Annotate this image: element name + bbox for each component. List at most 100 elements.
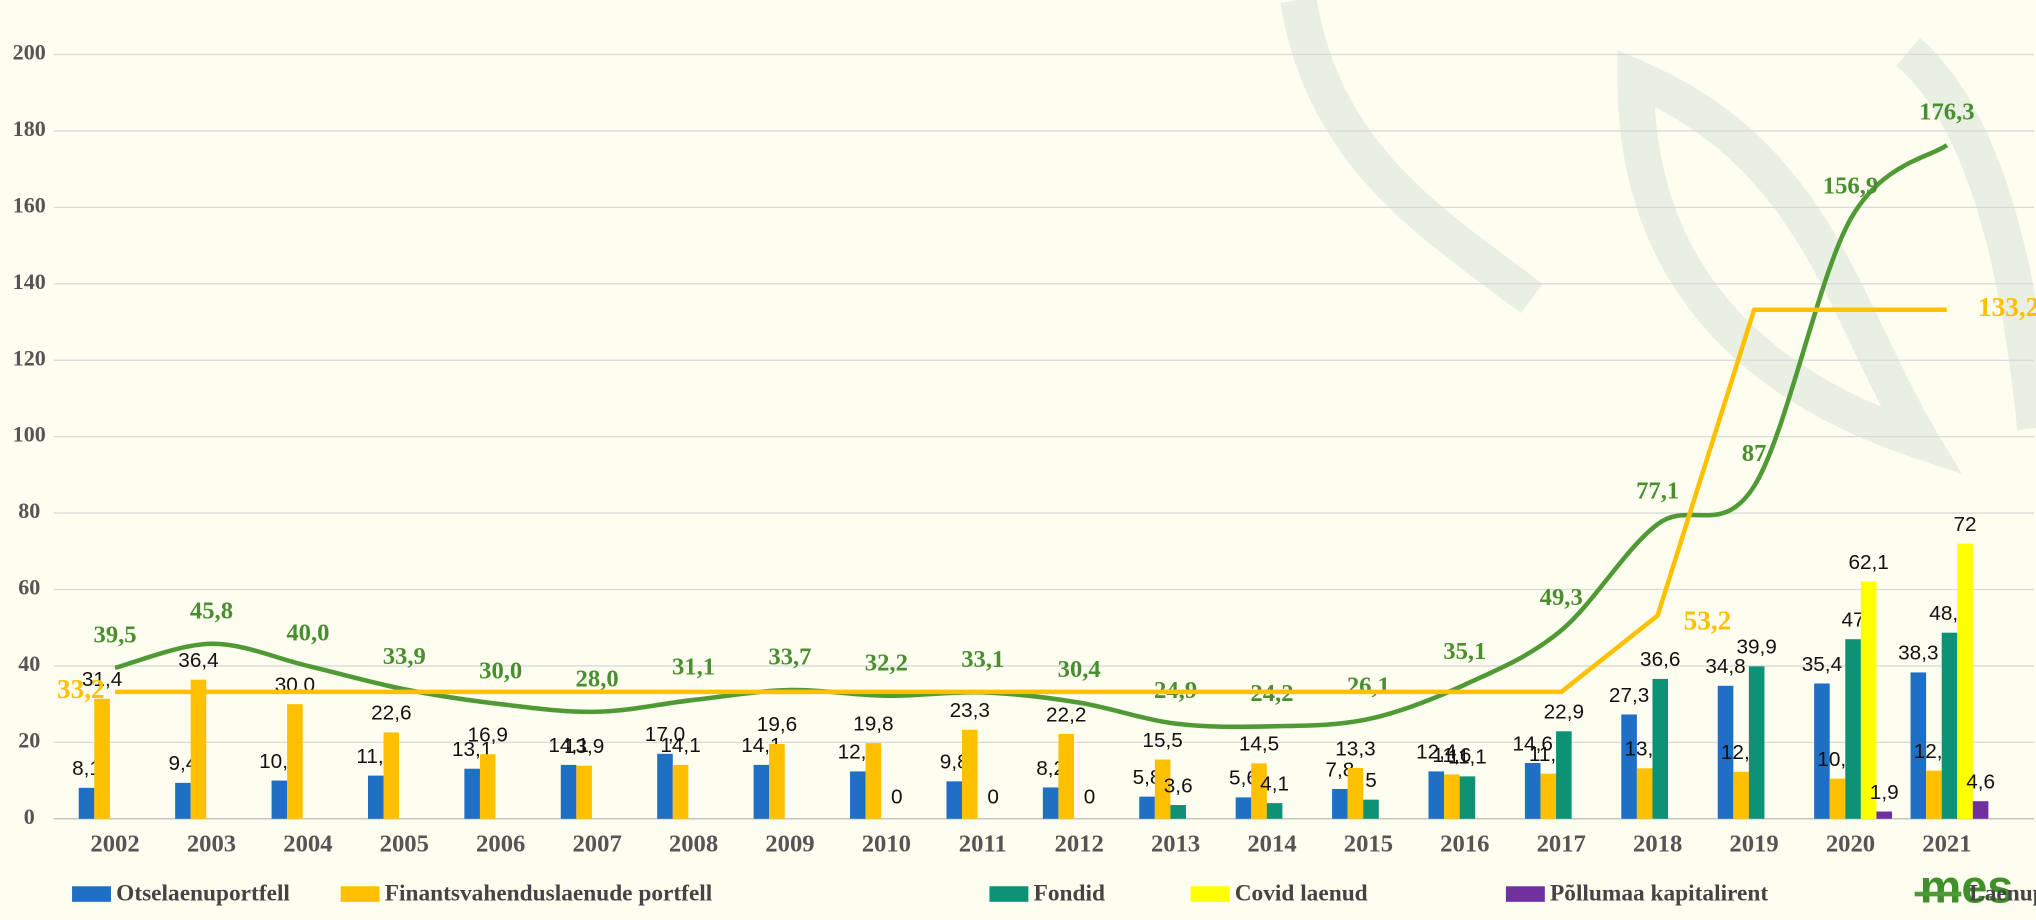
bar xyxy=(287,704,303,819)
bar xyxy=(1139,796,1155,819)
bar xyxy=(1636,768,1653,819)
line-label: 133,2 xyxy=(1978,292,2036,322)
data-label: 19,8 xyxy=(853,712,893,735)
legend-swatch xyxy=(989,886,1029,902)
data-label: 31,4 xyxy=(82,668,122,691)
data-label: 4,6 xyxy=(1966,771,1995,794)
y-tick-label: 0 xyxy=(24,804,35,829)
bar xyxy=(1428,771,1445,819)
x-tick-label: 2012 xyxy=(1055,831,1104,858)
data-label: 1,9 xyxy=(1870,781,1899,804)
data-label: 13,3 xyxy=(1335,737,1375,760)
data-label: 8,2 xyxy=(1036,757,1065,780)
data-label: 35,4 xyxy=(1802,653,1842,676)
y-tick-label: 140 xyxy=(13,269,46,294)
line-label: 33,1 xyxy=(961,646,1004,673)
x-tick-label: 2016 xyxy=(1440,831,1489,858)
data-label: 7,8 xyxy=(1325,758,1354,781)
data-label: 11,1 xyxy=(1448,746,1487,769)
data-label: 5,6 xyxy=(1229,767,1258,790)
bar xyxy=(94,698,110,819)
bar xyxy=(1332,788,1348,819)
leaf xyxy=(1280,0,1543,313)
data-label: 11,6 xyxy=(1432,744,1471,767)
bar xyxy=(560,764,577,819)
x-tick-label: 2021 xyxy=(1922,831,1971,858)
bar xyxy=(962,729,978,819)
data-label: 0 xyxy=(891,786,903,809)
bar xyxy=(657,753,673,819)
data-label: 12,4 xyxy=(1416,741,1456,764)
x-tick-label: 2014 xyxy=(1247,831,1296,858)
data-label: 14,6 xyxy=(1512,732,1552,755)
bar xyxy=(1524,762,1541,819)
bar xyxy=(1860,581,1877,819)
x-tick-label: 2017 xyxy=(1537,831,1586,858)
bar xyxy=(1266,803,1283,819)
bar xyxy=(78,787,95,819)
data-label: 9,4 xyxy=(168,752,197,775)
legend-label: Laenupotfell xyxy=(1969,881,2036,907)
bar xyxy=(1733,771,1749,819)
data-label: 0 xyxy=(987,786,999,809)
plot: 0 20 40 60 80 100 120 140 160 180 200 2002 2003 2004 2… xyxy=(13,40,2036,858)
y-tick-label: 120 xyxy=(13,345,46,370)
x-tick-label: 2011 xyxy=(959,831,1007,858)
line-label: 30,0 xyxy=(479,658,522,685)
line-label: 40,0 xyxy=(286,619,329,646)
data-label: 16,9 xyxy=(468,724,508,747)
line xyxy=(115,307,1947,695)
legend-swatch xyxy=(1190,886,1230,902)
leaf xyxy=(1617,50,1962,474)
bar xyxy=(1347,767,1364,819)
data-label: 0 xyxy=(1084,786,1096,809)
bar xyxy=(464,768,480,819)
data-label: 27,3 xyxy=(1609,684,1649,707)
line-label: 30,4 xyxy=(1058,656,1101,683)
x-tick-label: 2019 xyxy=(1729,831,1778,858)
legend-swatch xyxy=(72,886,111,902)
bar xyxy=(576,765,592,819)
data-label: 5,8 xyxy=(1133,766,1162,789)
bar xyxy=(865,743,882,819)
bar xyxy=(1829,778,1846,819)
data-label: 36,4 xyxy=(178,649,218,672)
bar xyxy=(1251,763,1267,819)
data-label: 38,3 xyxy=(1898,642,1938,665)
bar xyxy=(1845,639,1861,819)
bar xyxy=(1717,685,1734,819)
bar xyxy=(1876,811,1893,819)
line-label: 87 xyxy=(1742,440,1767,467)
bar xyxy=(1540,773,1557,819)
bar xyxy=(672,764,689,819)
legend-swatch xyxy=(340,886,380,902)
y-tick-label: 20 xyxy=(18,727,40,752)
data-label: 22,6 xyxy=(371,702,411,725)
legend-label: Covid laenud xyxy=(1235,881,1368,907)
line-label: 26,1 xyxy=(1347,673,1390,700)
data-label: 4,1 xyxy=(1260,772,1289,795)
x-tick-label: 2015 xyxy=(1344,831,1393,858)
data-label: 14,1 xyxy=(548,734,588,757)
x-tick-label: 2004 xyxy=(283,831,332,858)
bar xyxy=(1170,805,1186,819)
line-label: 156,9 xyxy=(1823,173,1878,200)
bar xyxy=(1972,801,1989,819)
bar xyxy=(383,732,400,819)
bar xyxy=(190,679,207,819)
legend-label: Otselaenuportfell xyxy=(116,881,290,907)
data-label: 8,1 xyxy=(72,757,101,780)
bar xyxy=(1814,683,1830,819)
line-label: 33,2 xyxy=(57,674,105,704)
data-label: 5 xyxy=(1365,769,1377,792)
bar xyxy=(367,775,384,819)
data-label: 22,9 xyxy=(1544,701,1584,724)
legend-swatch xyxy=(1505,886,1545,902)
bar xyxy=(175,782,191,819)
line-label: 33,9 xyxy=(383,643,426,670)
x-tick-label: 2008 xyxy=(669,831,718,858)
bar xyxy=(1042,787,1059,819)
line-label: 28,0 xyxy=(576,665,619,692)
data-label: 3,6 xyxy=(1164,774,1193,797)
